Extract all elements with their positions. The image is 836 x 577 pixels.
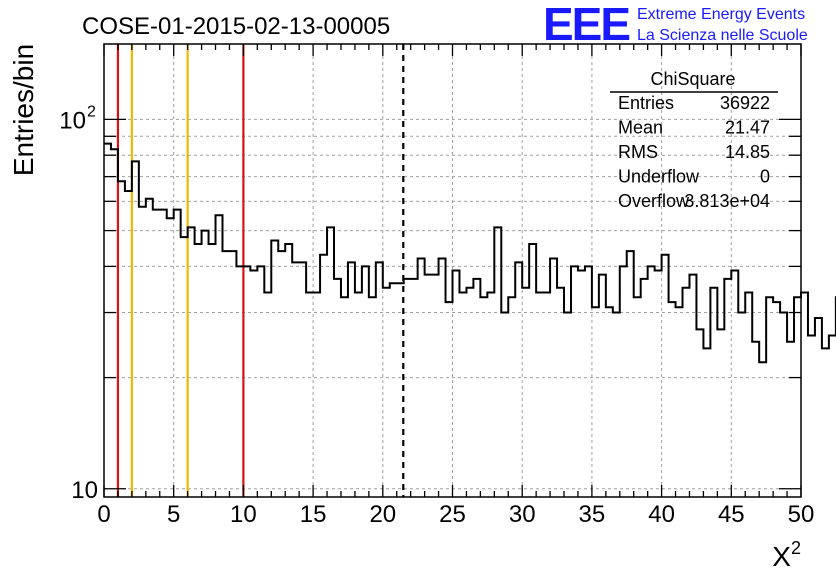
- logo-line2: La Scienza nelle Scuole: [637, 27, 808, 44]
- y-tick-label: 10: [59, 107, 86, 134]
- y-tick-label: 10: [71, 477, 98, 504]
- x-tick-label: 0: [97, 501, 110, 528]
- y-axis-label: Entries/bin: [8, 44, 39, 176]
- stats-label-underflow: Underflow: [618, 167, 700, 187]
- x-tick-labels: 0 5 10 15 20 25 30 35 40 45 50: [97, 501, 814, 528]
- logo-line1: Extreme Energy Events: [637, 6, 805, 23]
- marker-lines: [116, 44, 405, 497]
- x-tick-label: 30: [509, 501, 536, 528]
- stats-value-overflow: 3.813e+04: [684, 191, 770, 211]
- stats-value-entries: 36922: [720, 93, 770, 113]
- eee-logo: EEE Extreme Energy Events La Scienza nel…: [543, 0, 808, 50]
- x-tick-label: 10: [230, 501, 257, 528]
- stats-value-mean: 21.47: [725, 118, 770, 138]
- x-tick-label: 35: [579, 501, 606, 528]
- stats-name: ChiSquare: [650, 69, 735, 89]
- x-tick-label: 45: [718, 501, 745, 528]
- x-tick-label: 50: [788, 501, 815, 528]
- stats-rows: Entries 36922 Mean 21.47 RMS 14.85 Underflow 0 O…: [618, 93, 770, 211]
- y-tick-exponent: 2: [87, 103, 96, 120]
- logo-mark: EEE: [543, 0, 629, 50]
- x-tick-label: 20: [369, 501, 396, 528]
- axis-ticks: [103, 44, 802, 497]
- stats-label-overflow: Overflow: [618, 191, 690, 211]
- stats-label-rms: RMS: [618, 142, 658, 162]
- x-tick-label: 5: [167, 501, 180, 528]
- chart-title: COSE-01-2015-02-13-00005: [82, 13, 390, 40]
- stats-value-underflow: 0: [760, 167, 770, 187]
- x-tick-label: 25: [439, 501, 466, 528]
- histogram-outline: [104, 142, 836, 364]
- stats-box: ChiSquare Entries 36922 Mean 21.47 RMS 14.85 U…: [610, 69, 778, 211]
- grid-lines: [104, 44, 801, 497]
- x-axis-label: X2: [772, 538, 801, 572]
- stats-label-mean: Mean: [618, 118, 663, 138]
- stats-value-rms: 14.85: [725, 142, 770, 162]
- x-tick-label: 15: [300, 501, 327, 528]
- stats-label-entries: Entries: [618, 93, 674, 113]
- x-tick-label: 40: [648, 501, 675, 528]
